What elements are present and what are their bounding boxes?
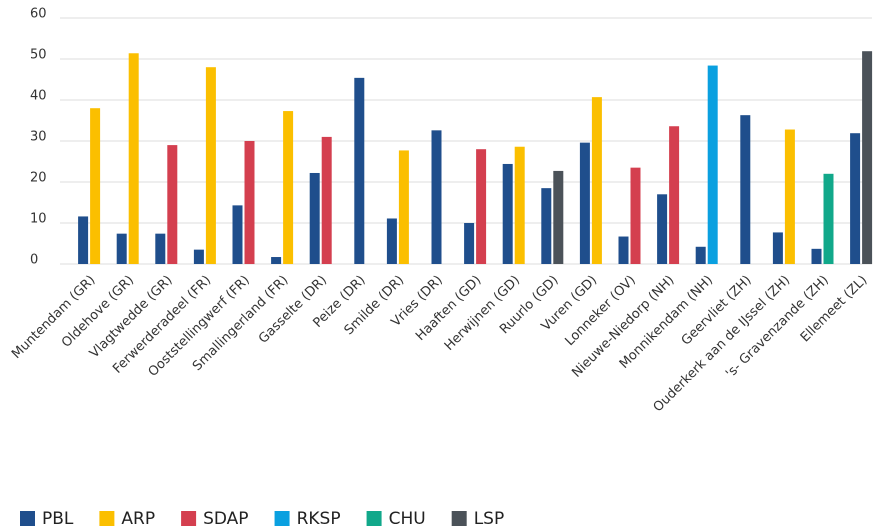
bar [309,172,320,264]
bar [167,145,178,264]
y-tick-label: 60 [30,7,47,22]
bar [386,218,397,264]
legend-label: SDAP [203,509,248,529]
x-tick-label: Geervliet (ZH) [679,273,755,349]
legend-label: ARP [121,509,155,529]
bar [514,146,525,264]
bar [553,170,564,264]
bar [784,129,795,264]
legend-swatch [274,511,290,526]
bar [464,223,475,264]
legend-swatch [99,511,115,526]
bar [271,257,282,264]
bar [695,246,706,264]
bar [431,130,442,264]
bar [541,188,552,264]
bar [772,232,783,264]
legend-swatch [451,511,467,526]
bar [398,150,409,264]
bar [850,133,861,264]
bar [591,97,602,264]
bar [811,248,822,264]
legend-swatch [366,511,382,526]
y-tick-label: 30 [30,130,47,145]
bar [232,205,243,264]
x-tick-label: Gasselte (DR) [256,273,330,347]
bar [657,194,668,264]
bar [283,111,294,264]
bar [630,167,641,264]
bar [502,163,513,264]
bar [740,115,751,264]
bar [205,67,216,264]
legend-label: RKSP [297,509,341,529]
bar [476,149,487,264]
bar [618,236,629,264]
y-tick-label: 20 [30,171,47,186]
bar [862,51,873,265]
bar [128,53,139,265]
bar [116,233,127,264]
bar [90,108,101,264]
bar [579,142,590,264]
bar [155,233,166,264]
bar [669,126,680,265]
bar [354,77,365,264]
legend-swatch [20,511,35,526]
bar [321,136,332,264]
legend-swatch [181,511,197,526]
y-tick-label: 50 [30,48,47,63]
bar [78,216,89,264]
bar [707,65,718,264]
bar [193,249,204,264]
y-tick-label: 10 [30,212,47,227]
bar [823,173,834,264]
bar [244,141,255,264]
legend-label: CHU [389,509,426,529]
legend-label: PBL [42,509,74,529]
x-tick-label: Ellemeet (ZL) [798,273,871,346]
y-tick-label: 0 [30,253,38,268]
legend-label: LSP [474,509,505,529]
y-tick-label: 40 [30,89,47,104]
